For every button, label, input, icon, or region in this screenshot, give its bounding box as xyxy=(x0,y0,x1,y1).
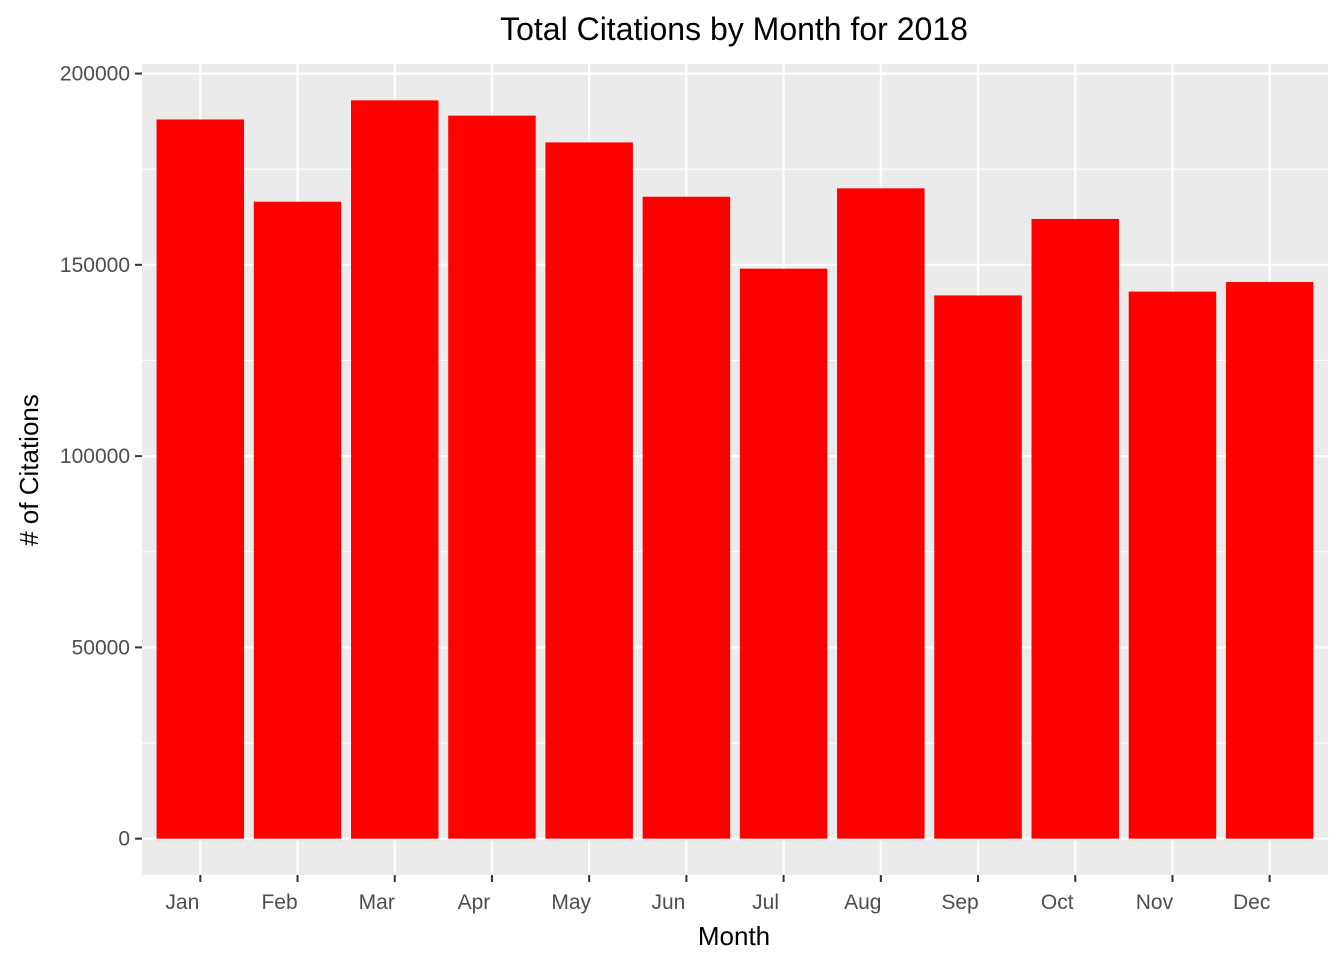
bar-mar xyxy=(351,100,439,839)
bar-aug xyxy=(837,188,925,839)
y-tick-label: 200000 xyxy=(60,63,130,86)
bar-apr xyxy=(448,115,536,839)
x-tick-label-feb: Feb xyxy=(261,891,297,914)
x-tick-label-may: May xyxy=(551,891,591,914)
x-axis: Jan Feb Mar Apr May Jun Jul Aug Sep Oct Nov Dec xyxy=(165,875,1271,914)
x-tick-label-dec: Dec xyxy=(1233,891,1270,914)
y-axis-title: # of Citations xyxy=(14,394,44,546)
y-axis: 0 50000 100000 150000 200000 xyxy=(60,63,142,851)
bar-oct xyxy=(1031,218,1119,839)
bar-feb xyxy=(253,201,342,839)
bar-nov xyxy=(1128,291,1217,839)
y-tick-label: 150000 xyxy=(60,254,130,277)
bars xyxy=(156,100,1314,839)
bar-jan xyxy=(156,119,245,839)
y-tick-label: 100000 xyxy=(60,445,130,468)
x-tick-label-oct: Oct xyxy=(1041,891,1074,914)
x-tick-label-jul: Jul xyxy=(752,891,779,914)
x-tick-label-jan: Jan xyxy=(165,891,199,914)
x-tick-label-aug: Aug xyxy=(844,891,881,914)
x-axis-title: Month xyxy=(698,921,770,951)
x-tick-label-apr: Apr xyxy=(458,891,491,914)
bar-jun xyxy=(642,196,731,839)
y-tick-label: 50000 xyxy=(72,636,130,659)
x-tick-label-sep: Sep xyxy=(941,891,978,914)
y-tick-label: 0 xyxy=(118,828,130,851)
x-tick-label-nov: Nov xyxy=(1136,891,1174,914)
chart-title: Total Citations by Month for 2018 xyxy=(500,11,968,47)
bar-sep xyxy=(934,295,1022,839)
x-tick-label-mar: Mar xyxy=(359,891,395,914)
bar-jul xyxy=(739,268,828,839)
bar-may xyxy=(545,142,633,839)
x-tick-label-jun: Jun xyxy=(651,891,685,914)
bar-dec xyxy=(1225,282,1314,839)
